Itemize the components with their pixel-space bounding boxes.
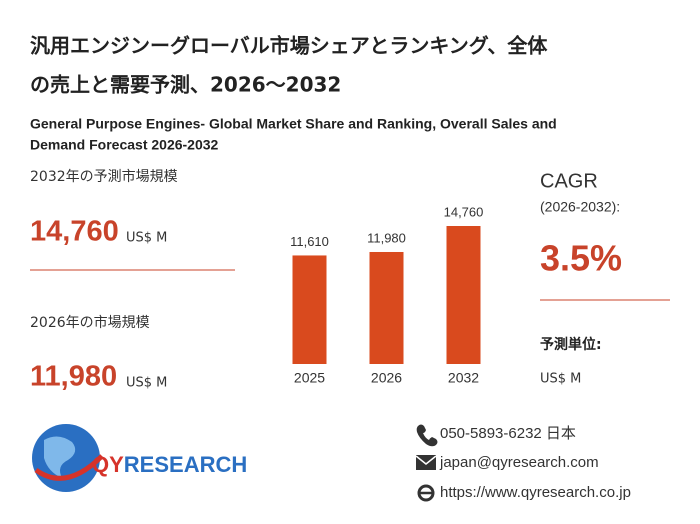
email-icon-flap: [415, 455, 437, 465]
cagr-title: CAGR: [540, 170, 598, 192]
value-label: 14,760: [444, 204, 484, 219]
cagr-value: 3.5%: [540, 238, 622, 279]
unit-label: 予測単位:: [540, 336, 602, 353]
current-label: 2026年の市場規模: [30, 314, 150, 331]
email-icon: [416, 455, 436, 470]
unit-value: US$ M: [540, 372, 581, 387]
logo-land: [44, 436, 76, 478]
current-value: 11,980: [30, 361, 117, 393]
phone: 050-5893-6232 日本: [440, 425, 576, 442]
forecast-value: 14,760: [30, 216, 119, 248]
contact: 050-5893-6232 日本 japan@qyresearch.com ht…: [415, 424, 631, 502]
bar: [292, 255, 327, 364]
value-label: 11,980: [367, 230, 406, 245]
website: https://www.qyresearch.co.jp: [440, 484, 631, 501]
forecast-label: 2032年の予測市場規模: [30, 168, 178, 185]
forecast-unit: US$ M: [126, 231, 167, 246]
x-tick-label: 2032: [448, 370, 479, 386]
title-line: の売上と需要予測、2026～2032: [30, 73, 341, 97]
title-line: 汎用エンジンーグローバル市場シェアとランキング、全体: [30, 34, 548, 58]
bar: [446, 226, 481, 364]
bar-chart: 11,610 2025 11,980 2026 14,760 2032: [290, 204, 483, 385]
subtitle-line: Demand Forecast 2026-2032: [30, 137, 219, 153]
email: japan@qyresearch.com: [439, 454, 599, 471]
logo-swoosh: [34, 454, 104, 481]
logo: QYRESEARCH: [32, 424, 247, 492]
cagr-period: (2026-2032):: [540, 199, 620, 215]
x-tick-label: 2026: [371, 370, 402, 386]
logo-text: QYRESEARCH: [92, 452, 247, 477]
value-label: 11,610: [290, 234, 329, 249]
bar: [369, 251, 404, 364]
current-unit: US$ M: [126, 376, 167, 391]
logo-part: QY: [92, 452, 124, 477]
x-tick-label: 2025: [294, 370, 325, 386]
phone-icon: [416, 424, 438, 447]
subtitle-line: General Purpose Engines- Global Market S…: [30, 116, 557, 132]
logo-part: RESEARCH: [124, 452, 247, 477]
